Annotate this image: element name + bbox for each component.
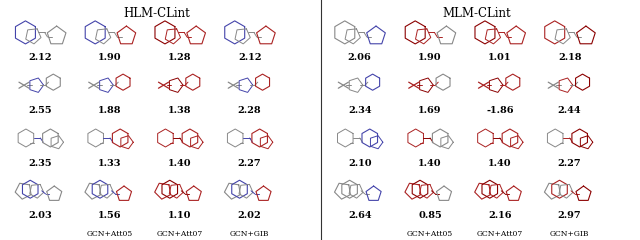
Text: GCN+GIB: GCN+GIB [230, 230, 269, 238]
Text: 1.88: 1.88 [99, 106, 122, 115]
Text: 1.01: 1.01 [488, 53, 511, 62]
Text: 0.85: 0.85 [418, 211, 442, 221]
Text: HLM-CLint: HLM-CLint [124, 7, 190, 20]
Text: -1.86: -1.86 [486, 106, 513, 115]
Text: 1.40: 1.40 [168, 159, 191, 168]
Text: GCN+Att05: GCN+Att05 [87, 230, 133, 238]
Text: GCN+GIB: GCN+GIB [550, 230, 589, 238]
Text: 2.03: 2.03 [28, 211, 52, 221]
Text: GCN+Att07: GCN+Att07 [157, 230, 203, 238]
Text: 1.38: 1.38 [168, 106, 191, 115]
Text: 2.18: 2.18 [558, 53, 581, 62]
Text: 2.55: 2.55 [29, 106, 52, 115]
Text: 1.28: 1.28 [168, 53, 191, 62]
Text: 2.02: 2.02 [237, 211, 262, 221]
Text: 2.10: 2.10 [348, 159, 371, 168]
Text: 2.97: 2.97 [558, 211, 581, 221]
Text: 1.33: 1.33 [99, 159, 122, 168]
Text: 1.40: 1.40 [488, 159, 511, 168]
Text: 2.16: 2.16 [488, 211, 511, 221]
Text: 1.10: 1.10 [168, 211, 191, 221]
Text: 1.69: 1.69 [419, 106, 442, 115]
Text: MLM-CLint: MLM-CLint [442, 7, 511, 20]
Text: 2.27: 2.27 [238, 159, 261, 168]
Text: 1.90: 1.90 [99, 53, 122, 62]
Text: 2.64: 2.64 [348, 211, 371, 221]
Text: 2.12: 2.12 [29, 53, 52, 62]
Text: GCN+Att05: GCN+Att05 [407, 230, 453, 238]
Text: 2.12: 2.12 [238, 53, 261, 62]
Text: 2.35: 2.35 [29, 159, 52, 168]
Text: 2.34: 2.34 [348, 106, 371, 115]
Text: 1.90: 1.90 [419, 53, 442, 62]
Text: 2.27: 2.27 [558, 159, 581, 168]
Text: 2.44: 2.44 [558, 106, 581, 115]
Text: GCN+Att07: GCN+Att07 [477, 230, 523, 238]
Text: 1.56: 1.56 [99, 211, 122, 221]
Text: 2.28: 2.28 [238, 106, 261, 115]
Text: 2.06: 2.06 [348, 53, 372, 62]
Text: 1.40: 1.40 [419, 159, 442, 168]
